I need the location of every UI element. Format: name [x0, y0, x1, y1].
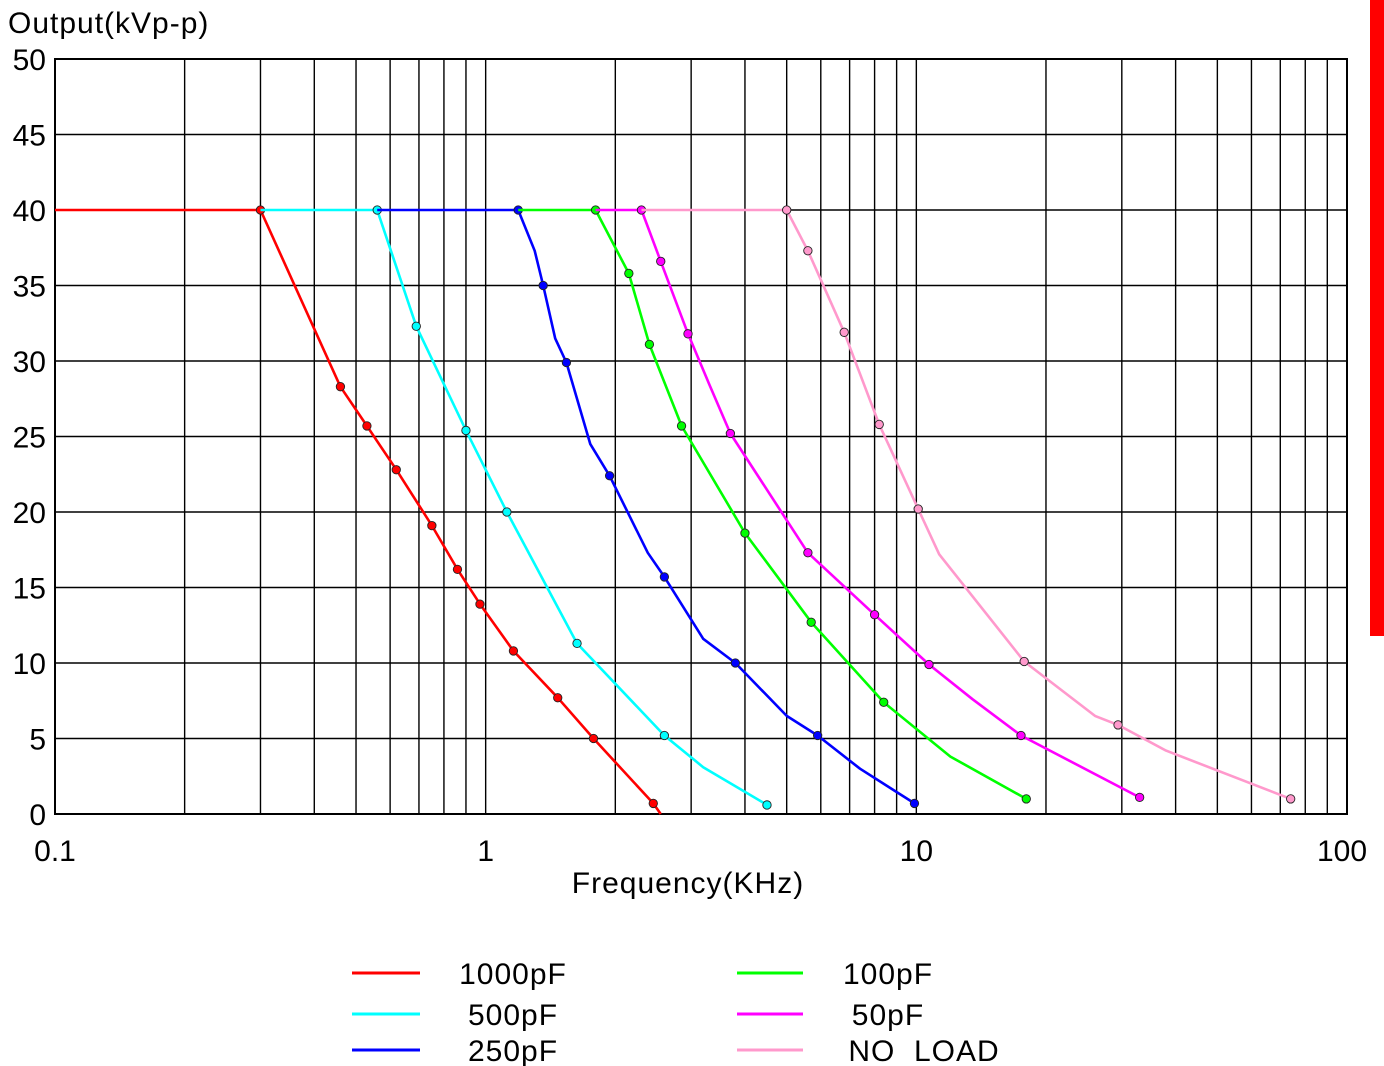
data-point — [427, 520, 437, 531]
data-point — [740, 528, 750, 538]
data-point — [362, 421, 372, 431]
red-side-bar — [1370, 0, 1384, 636]
data-point — [553, 693, 563, 703]
data-point — [411, 321, 421, 331]
data-point — [508, 646, 519, 656]
data-point — [644, 339, 655, 350]
series-0 — [55, 205, 662, 815]
data-point — [659, 572, 670, 582]
legend-entry: 500pF — [352, 999, 558, 1032]
series-line — [518, 208, 1027, 801]
y-tick-label: 35 — [13, 271, 46, 304]
data-point — [659, 730, 670, 741]
series-1 — [260, 205, 772, 810]
y-tick-label: 0 — [29, 799, 46, 832]
data-point — [335, 382, 346, 392]
series-3 — [518, 205, 1031, 804]
data-point — [803, 548, 813, 558]
data-point — [538, 280, 548, 291]
legend-label: 500pF — [468, 999, 558, 1032]
data-point — [1113, 720, 1123, 730]
x-axis-title: Frequency(KHz) — [572, 867, 804, 900]
data-point — [1286, 794, 1296, 804]
data-point — [839, 327, 849, 337]
data-point — [803, 246, 813, 256]
data-point — [1016, 730, 1026, 741]
data-point — [874, 419, 884, 430]
data-point — [725, 428, 736, 439]
data-point — [924, 659, 934, 670]
series-line — [595, 208, 1141, 799]
x-tick-label: 100 — [1317, 835, 1367, 868]
series-line — [377, 208, 916, 805]
y-tick-label: 30 — [13, 346, 46, 379]
series-layer — [55, 205, 1296, 815]
legend-label: 250pF — [468, 1035, 558, 1066]
legend-label: 1000pF — [459, 958, 567, 991]
grid — [55, 58, 1347, 815]
data-point — [656, 256, 666, 266]
data-point — [1019, 656, 1029, 667]
legend-entry: NO LOAD — [737, 1035, 999, 1066]
data-point — [461, 425, 471, 436]
data-point — [502, 507, 512, 517]
data-point — [730, 658, 741, 668]
legend-label: 100pF — [843, 958, 933, 991]
x-tick-label: 1 — [477, 835, 494, 868]
x-tick-label: 0.1 — [34, 835, 76, 868]
series-line — [641, 208, 1292, 801]
data-point — [588, 733, 599, 744]
data-point — [1134, 792, 1145, 803]
data-point — [1021, 794, 1031, 804]
y-tick-label: 20 — [13, 497, 46, 530]
data-point — [683, 329, 693, 339]
data-point — [391, 465, 401, 475]
y-tick-label: 40 — [13, 195, 46, 228]
x-tick-labels: 0.1 1 10 100 — [34, 835, 1367, 868]
y-tick-label: 10 — [13, 648, 46, 681]
data-point — [879, 697, 889, 707]
legend-entry: 250pF — [352, 1035, 558, 1066]
data-point — [782, 205, 792, 215]
series-5 — [641, 205, 1296, 804]
data-point — [452, 564, 463, 575]
y-tick-label: 5 — [29, 724, 46, 757]
data-point — [676, 421, 687, 431]
series-4 — [595, 205, 1145, 803]
y-tick-label: 45 — [13, 120, 46, 153]
data-point — [806, 617, 816, 627]
y-tick-label: 25 — [13, 422, 46, 455]
x-tick-label: 10 — [900, 835, 933, 868]
data-point — [604, 471, 615, 481]
legend-entry: 50pF — [737, 999, 924, 1032]
data-point — [475, 599, 485, 609]
data-point — [624, 268, 634, 279]
legend-label: 50pF — [852, 999, 924, 1032]
legend-entry: 100pF — [737, 958, 933, 991]
y-axis-title: Output(kVp-p) — [8, 7, 209, 40]
data-point — [572, 638, 582, 649]
y-tick-label: 50 — [13, 44, 46, 77]
legend-entry: 1000pF — [352, 958, 567, 991]
y-tick-labels: 0 5 10 15 20 25 30 35 40 45 50 — [13, 44, 46, 832]
data-point — [812, 730, 823, 741]
y-tick-label: 15 — [13, 573, 46, 606]
data-point — [909, 798, 920, 809]
data-point — [913, 504, 923, 514]
data-point — [762, 800, 772, 810]
data-point — [869, 610, 880, 620]
legend-label: NO LOAD — [848, 1035, 999, 1066]
data-point — [561, 357, 572, 368]
data-point — [648, 798, 658, 809]
plot-frame — [54, 58, 1348, 815]
